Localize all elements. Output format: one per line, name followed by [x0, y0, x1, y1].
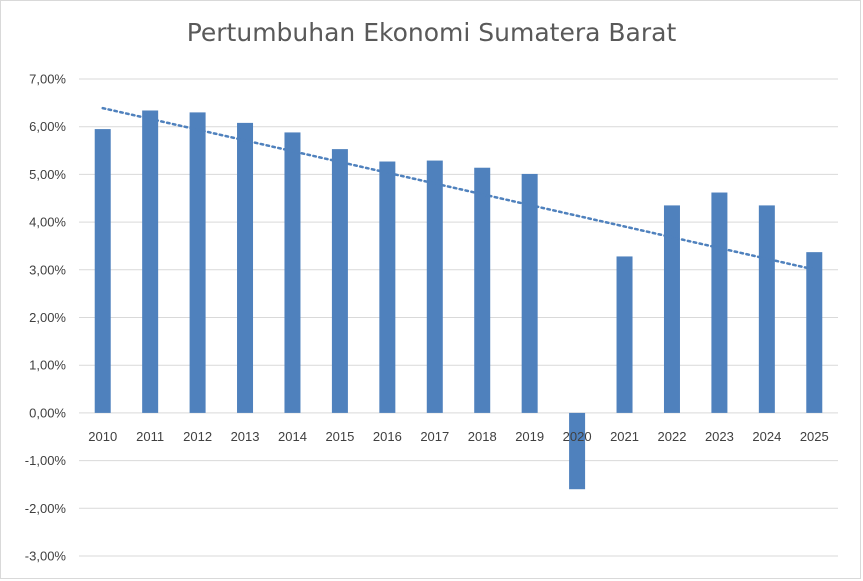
x-tick-label: 2024 [752, 429, 781, 444]
x-axis-tick-labels: 2010 2011 2012 2013 2014 2015 2016 2017 2018 2019… [88, 429, 828, 444]
x-tick-label: 2016 [373, 429, 402, 444]
y-tick-label: 6,00% [29, 119, 66, 134]
bar [379, 161, 396, 413]
x-tick-label: 2010 [88, 429, 117, 444]
y-tick-label: 3,00% [29, 262, 66, 277]
y-tick-label: -2,00% [25, 501, 67, 516]
y-tick-label: 0,00% [29, 405, 66, 420]
x-tick-label: 2019 [515, 429, 544, 444]
y-tick-label: 5,00% [29, 167, 66, 182]
bar [331, 149, 348, 413]
y-tick-label: 7,00% [29, 72, 66, 87]
trendline [101, 106, 816, 271]
bar [616, 256, 633, 413]
x-tick-label: 2011 [136, 429, 164, 444]
trendline-path [101, 106, 816, 271]
bar [663, 205, 680, 413]
x-tick-label: 2015 [325, 429, 354, 444]
y-tick-label: 4,00% [29, 215, 66, 230]
x-tick-label: 2012 [183, 429, 212, 444]
bar [426, 160, 443, 413]
bar [569, 412, 586, 490]
x-tick-label: 2025 [800, 429, 829, 444]
bar [284, 132, 301, 413]
x-tick-label: 2017 [420, 429, 449, 444]
chart-title: Pertumbuhan Ekonomi Sumatera Barat [186, 18, 677, 47]
y-tick-label: -3,00% [25, 549, 67, 564]
bar [142, 110, 159, 413]
bar [711, 192, 728, 413]
y-tick-label: 1,00% [29, 358, 66, 373]
bar [189, 112, 206, 413]
x-tick-label: 2018 [468, 429, 497, 444]
bar [474, 167, 491, 413]
bar [758, 205, 775, 413]
bar [521, 173, 538, 413]
y-tick-label: 2,00% [29, 310, 66, 325]
x-tick-label: 2020 [563, 429, 592, 444]
y-axis-tick-labels: 7,00% 6,00% 5,00% 4,00% 3,00% 2,00% 1,00% 0,00%… [25, 72, 67, 564]
x-tick-label: 2014 [278, 429, 307, 444]
bar [94, 129, 111, 413]
x-tick-label: 2022 [658, 429, 687, 444]
y-tick-label: -1,00% [25, 453, 67, 468]
x-tick-label: 2021 [610, 429, 639, 444]
x-tick-label: 2013 [231, 429, 260, 444]
bar [806, 252, 823, 413]
bars [94, 110, 823, 490]
bar [237, 122, 254, 413]
x-tick-label: 2023 [705, 429, 734, 444]
